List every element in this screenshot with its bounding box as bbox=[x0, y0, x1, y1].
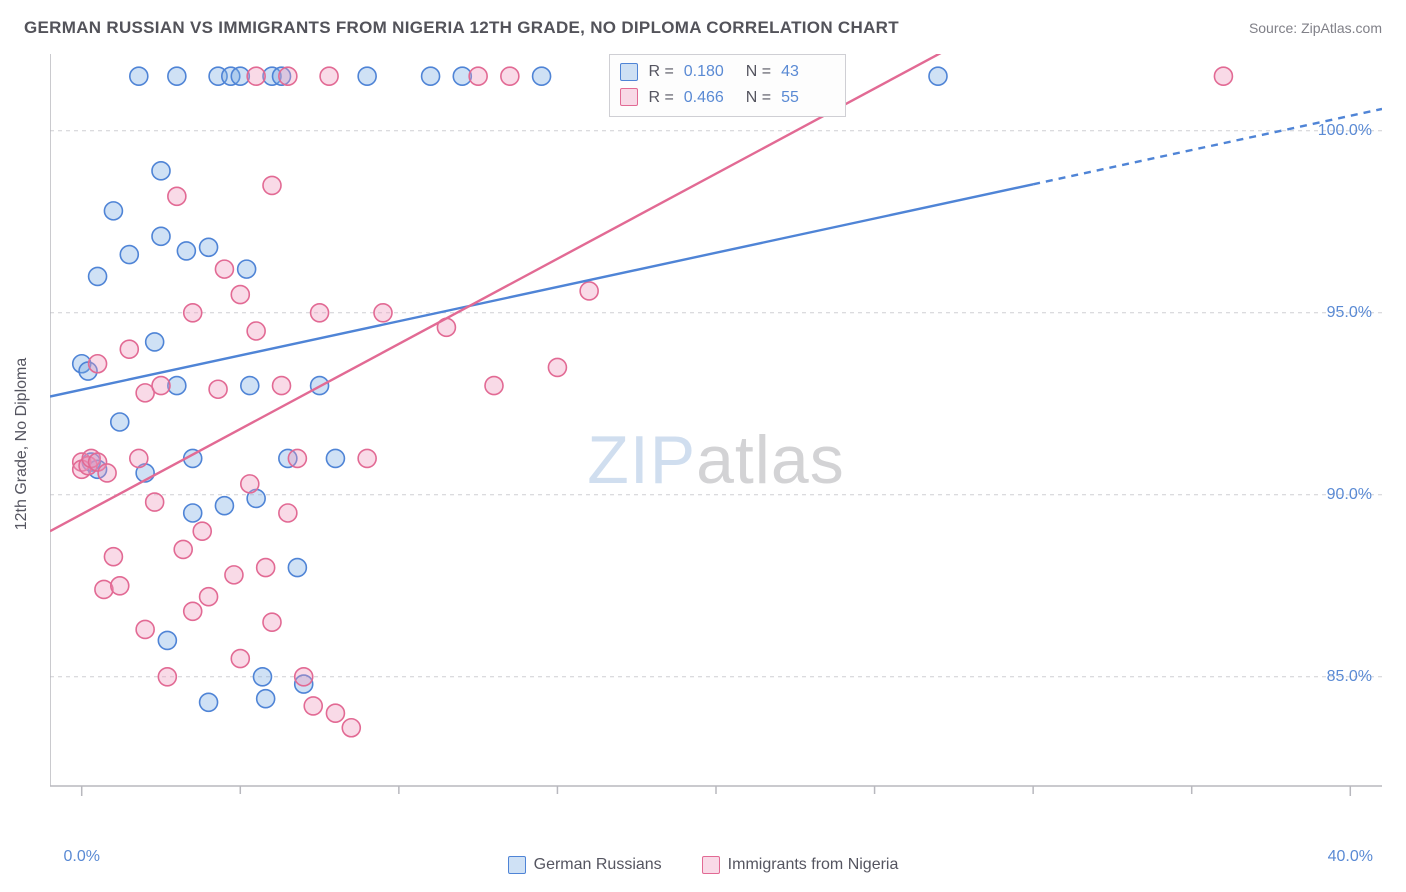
series-name: German Russians bbox=[534, 856, 662, 874]
scatter-plot bbox=[50, 54, 1382, 834]
source-prefix: Source: bbox=[1249, 20, 1301, 36]
legend-swatch bbox=[702, 856, 720, 874]
legend-swatch bbox=[620, 63, 638, 81]
legend-r-label: R = bbox=[648, 85, 673, 111]
chart-title: GERMAN RUSSIAN VS IMMIGRANTS FROM NIGERI… bbox=[24, 18, 899, 38]
legend-swatch bbox=[620, 88, 638, 106]
legend-r-label: R = bbox=[648, 59, 673, 85]
chart-area: 12th Grade, No Diploma ZIPatlas R =0.180… bbox=[50, 54, 1382, 834]
series-legend-item: German Russians bbox=[508, 856, 662, 874]
correlation-legend: R = 0.180 N = 43 R = 0.466 N = 55 bbox=[609, 54, 846, 117]
y-axis-label: 12th Grade, No Diploma bbox=[13, 358, 31, 531]
legend-swatch bbox=[508, 856, 526, 874]
legend-n-label: N = bbox=[746, 85, 771, 111]
series-legend-item: Immigrants from Nigeria bbox=[702, 856, 899, 874]
y-tick-label: 95.0% bbox=[1327, 304, 1372, 322]
y-tick-label: 85.0% bbox=[1327, 668, 1372, 686]
source-site: ZipAtlas.com bbox=[1301, 20, 1382, 36]
series-name: Immigrants from Nigeria bbox=[728, 856, 899, 874]
legend-r-value: 0.466 bbox=[684, 85, 736, 111]
y-tick-label: 100.0% bbox=[1318, 122, 1372, 140]
series-legend: German Russians Immigrants from Nigeria bbox=[0, 856, 1406, 874]
legend-row: R = 0.466 N = 55 bbox=[620, 85, 833, 111]
y-tick-label: 90.0% bbox=[1327, 486, 1372, 504]
legend-n-value: 55 bbox=[781, 85, 833, 111]
legend-row: R = 0.180 N = 43 bbox=[620, 59, 833, 85]
legend-n-value: 43 bbox=[781, 59, 833, 85]
legend-n-label: N = bbox=[746, 59, 771, 85]
source-label: Source: ZipAtlas.com bbox=[1249, 20, 1382, 36]
legend-r-value: 0.180 bbox=[684, 59, 736, 85]
